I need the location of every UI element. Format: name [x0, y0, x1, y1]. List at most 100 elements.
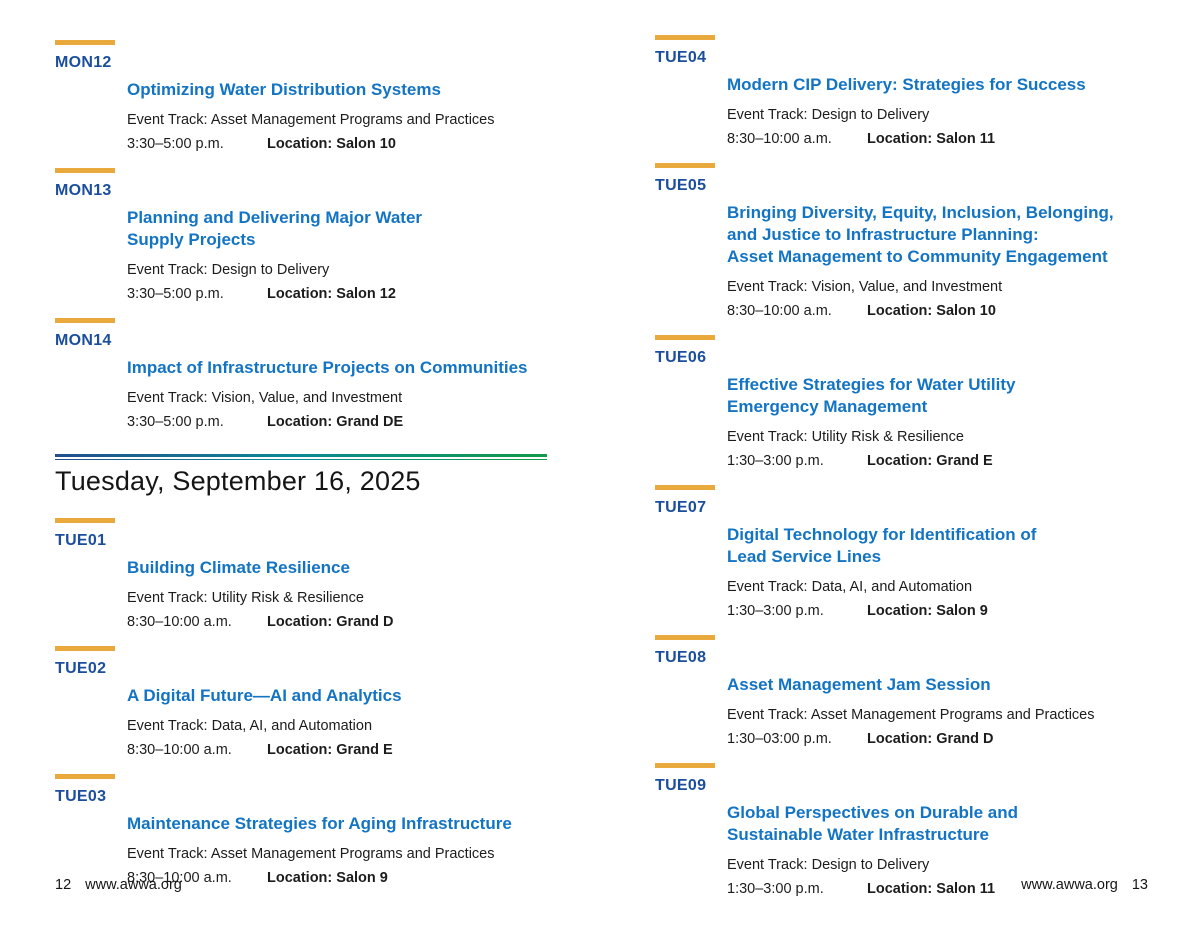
session-track: Event Track: Asset Management Programs a… [127, 112, 495, 128]
session-track: Event Track: Design to Delivery [727, 107, 930, 123]
session-time: 1:30–3:00 p.m. [727, 881, 824, 897]
session-meta: 8:30–10:00 a.m. Location: Grand E [127, 742, 547, 759]
session-time: 1:30–3:00 p.m. [727, 453, 824, 469]
session-meta: 1:30–3:00 p.m. Location: Grand E [727, 453, 1150, 470]
left-column: MON12 Optimizing Water Distribution Syst… [55, 40, 547, 902]
session-mon12: MON12 Optimizing Water Distribution Syst… [55, 40, 547, 153]
footer-page-number: 12 [55, 877, 72, 893]
session-track: Event Track: Design to Delivery [727, 857, 930, 873]
session-accent-bar [655, 485, 715, 490]
session-time: 1:30–03:00 p.m. [727, 731, 832, 747]
session-code: TUE08 [655, 649, 707, 666]
session-code: TUE09 [655, 777, 707, 794]
session-body: Modern CIP Delivery: Strategies for Succ… [727, 74, 1150, 148]
session-body: Digital Technology for Identification of… [727, 524, 1150, 620]
session-location: Location: Salon 10 [267, 136, 396, 152]
session-body: Optimizing Water Distribution Systems Ev… [127, 79, 547, 153]
session-code: TUE05 [655, 177, 707, 194]
session-accent-bar [55, 518, 115, 523]
session-meta: 8:30–10:00 a.m. Location: Salon 10 [727, 303, 1150, 320]
session-title: Effective Strategies for Water Utility E… [727, 375, 1016, 416]
session-meta: 1:30–03:00 p.m. Location: Grand D [727, 731, 1150, 748]
session-meta: 8:30–10:00 a.m. Location: Salon 9 [127, 870, 547, 887]
session-title: Building Climate Resilience [127, 558, 350, 577]
session-tue06: TUE06 Effective Strategies for Water Uti… [655, 335, 1150, 470]
session-title: Asset Management Jam Session [727, 675, 991, 694]
session-title: Impact of Infrastructure Projects on Com… [127, 358, 528, 377]
session-location: Location: Salon 11 [867, 131, 996, 147]
session-body: Asset Management Jam Session Event Track… [727, 674, 1150, 748]
session-accent-bar [55, 168, 115, 173]
session-code: MON13 [55, 182, 112, 199]
session-body: Maintenance Strategies for Aging Infrast… [127, 813, 547, 887]
session-time: 8:30–10:00 a.m. [127, 870, 232, 886]
session-time: 1:30–3:00 p.m. [727, 603, 824, 619]
session-time: 8:30–10:00 a.m. [727, 303, 832, 319]
session-title: A Digital Future—AI and Analytics [127, 686, 402, 705]
day-title: Tuesday, September 16, 2025 [55, 466, 421, 496]
session-accent-bar [655, 35, 715, 40]
session-time: 3:30–5:00 p.m. [127, 136, 224, 152]
session-meta: 8:30–10:00 a.m. Location: Salon 11 [727, 131, 1150, 148]
session-body: Effective Strategies for Water Utility E… [727, 374, 1150, 470]
session-meta: 8:30–10:00 a.m. Location: Grand D [127, 614, 547, 631]
session-location: Location: Grand D [867, 731, 994, 747]
session-accent-bar [55, 774, 115, 779]
session-meta: 3:30–5:00 p.m. Location: Salon 10 [127, 136, 547, 153]
day-divider-thick [55, 454, 547, 457]
session-title: Bringing Diversity, Equity, Inclusion, B… [727, 203, 1114, 266]
session-mon13: MON13 Planning and Delivering Major Wate… [55, 168, 547, 303]
session-location: Location: Grand E [867, 453, 993, 469]
session-time: 8:30–10:00 a.m. [127, 742, 232, 758]
footer-right: www.awwa.org 13 [1021, 877, 1148, 893]
session-body: Global Perspectives on Durable and Susta… [727, 802, 1150, 898]
session-title: Maintenance Strategies for Aging Infrast… [127, 814, 512, 833]
day-divider-thin [55, 459, 547, 460]
session-location: Location: Grand E [267, 742, 393, 758]
session-accent-bar [655, 163, 715, 168]
session-code: MON12 [55, 54, 112, 71]
session-location: Location: Salon 11 [867, 881, 996, 897]
session-code: TUE07 [655, 499, 707, 516]
session-meta: 3:30–5:00 p.m. Location: Grand DE [127, 414, 547, 431]
session-accent-bar [655, 635, 715, 640]
session-title: Global Perspectives on Durable and Susta… [727, 803, 1018, 844]
session-track: Event Track: Utility Risk & Resilience [727, 429, 964, 445]
session-time: 8:30–10:00 a.m. [127, 614, 232, 630]
session-meta: 1:30–3:00 p.m. Location: Salon 11 [727, 881, 1150, 898]
session-location: Location: Salon 9 [867, 603, 988, 619]
session-body: A Digital Future—AI and Analytics Event … [127, 685, 547, 759]
session-body: Impact of Infrastructure Projects on Com… [127, 357, 547, 431]
session-mon14: MON14 Impact of Infrastructure Projects … [55, 318, 547, 431]
session-track: Event Track: Vision, Value, and Investme… [127, 390, 403, 406]
session-tue02: TUE02 A Digital Future—AI and Analytics … [55, 646, 547, 759]
session-code: TUE01 [55, 532, 107, 549]
session-tue09: TUE09 Global Perspectives on Durable and… [655, 763, 1150, 898]
session-time: 3:30–5:00 p.m. [127, 414, 224, 430]
session-tue05: TUE05 Bringing Diversity, Equity, Inclus… [655, 163, 1150, 320]
session-title: Planning and Delivering Major Water Supp… [127, 208, 423, 249]
session-track: Event Track: Utility Risk & Resilience [127, 590, 364, 606]
footer-left: 12 www.awwa.org [55, 877, 182, 893]
right-column: TUE04 Modern CIP Delivery: Strategies fo… [655, 35, 1150, 913]
footer-page-number: 13 [1131, 877, 1148, 893]
session-code: TUE04 [655, 49, 707, 66]
session-accent-bar [55, 646, 115, 651]
session-track: Event Track: Design to Delivery [127, 262, 330, 278]
session-meta: 1:30–3:00 p.m. Location: Salon 9 [727, 603, 1150, 620]
session-meta: 3:30–5:00 p.m. Location: Salon 12 [127, 286, 547, 303]
session-accent-bar [55, 40, 115, 45]
session-code: MON14 [55, 332, 112, 349]
session-time: 8:30–10:00 a.m. [727, 131, 832, 147]
footer-site-url: www.awwa.org [1021, 877, 1118, 893]
session-title: Optimizing Water Distribution Systems [127, 80, 441, 99]
session-tue03: TUE03 Maintenance Strategies for Aging I… [55, 774, 547, 887]
session-location: Location: Salon 12 [267, 286, 396, 302]
session-code: TUE03 [55, 788, 107, 805]
session-track: Event Track: Data, AI, and Automation [127, 718, 373, 734]
session-track: Event Track: Asset Management Programs a… [127, 846, 495, 862]
session-code: TUE06 [655, 349, 707, 366]
session-track: Event Track: Data, AI, and Automation [727, 579, 973, 595]
session-location: Location: Salon 10 [867, 303, 996, 319]
